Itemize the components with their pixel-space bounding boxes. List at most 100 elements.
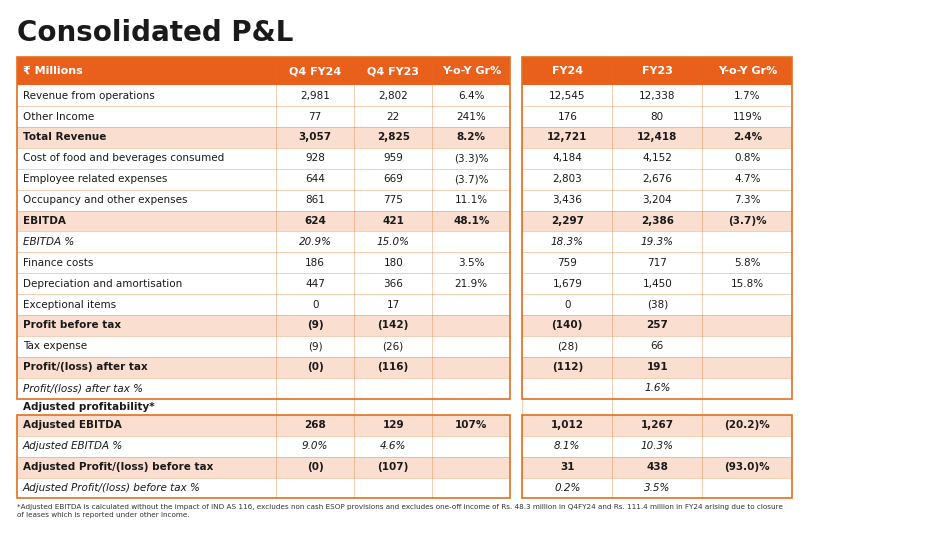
Bar (510, 169, 523, 190)
Text: (28): (28) (557, 342, 578, 351)
Text: 0.2%: 0.2% (554, 483, 581, 493)
Text: 6.4%: 6.4% (458, 91, 485, 100)
Bar (17, 436, 510, 457)
Text: (26): (26) (383, 342, 403, 351)
Text: (9): (9) (307, 320, 324, 331)
Bar (523, 415, 793, 498)
Bar (17, 273, 510, 294)
Text: (116): (116) (378, 362, 409, 372)
Text: 2,386: 2,386 (641, 216, 674, 226)
Bar (17, 478, 510, 498)
Text: 2,825: 2,825 (377, 132, 410, 142)
Text: 66: 66 (651, 342, 664, 351)
Text: 759: 759 (558, 258, 578, 268)
Text: 4,184: 4,184 (552, 153, 582, 163)
Text: Q4 FY23: Q4 FY23 (367, 66, 420, 76)
Text: 669: 669 (384, 174, 403, 184)
Bar (510, 148, 523, 169)
Text: 268: 268 (304, 420, 326, 431)
Text: 366: 366 (384, 279, 403, 289)
Text: 129: 129 (383, 420, 404, 431)
Bar (17, 231, 510, 252)
Bar (17, 415, 510, 436)
Text: 107%: 107% (456, 420, 488, 431)
Bar (17, 106, 510, 127)
Text: 5.8%: 5.8% (734, 258, 760, 268)
Text: 3.5%: 3.5% (458, 258, 485, 268)
Text: Tax expense: Tax expense (23, 342, 87, 351)
Text: 3,204: 3,204 (642, 195, 672, 205)
Text: (93.0)%: (93.0)% (724, 462, 770, 472)
Text: 8.2%: 8.2% (456, 132, 486, 142)
Bar (510, 106, 523, 127)
Text: Profit/(loss) after tax %: Profit/(loss) after tax % (23, 383, 143, 393)
Text: Profit/(loss) after tax: Profit/(loss) after tax (23, 362, 148, 372)
Bar (17, 57, 510, 85)
Text: 1.6%: 1.6% (644, 383, 670, 393)
Bar (17, 57, 510, 399)
Bar (510, 378, 523, 399)
Bar (523, 315, 793, 336)
Text: Adjusted profitability*: Adjusted profitability* (23, 402, 154, 412)
Text: Q4 FY24: Q4 FY24 (289, 66, 341, 76)
Text: 2.4%: 2.4% (733, 132, 762, 142)
Bar (523, 57, 793, 85)
Bar (510, 357, 523, 378)
Text: ₹ Millions: ₹ Millions (23, 66, 82, 76)
Text: 8.1%: 8.1% (554, 441, 581, 451)
Bar (17, 378, 510, 399)
Text: 0: 0 (564, 300, 570, 310)
Text: 191: 191 (647, 362, 669, 372)
Bar (523, 357, 793, 378)
Text: 644: 644 (305, 174, 325, 184)
Text: 1.7%: 1.7% (734, 91, 760, 100)
Text: 4.7%: 4.7% (734, 174, 760, 184)
Text: Occupancy and other expenses: Occupancy and other expenses (23, 195, 188, 205)
Text: 12,418: 12,418 (637, 132, 677, 142)
Bar (17, 127, 510, 148)
Text: FY23: FY23 (642, 66, 672, 76)
Text: 3,057: 3,057 (298, 132, 331, 142)
Bar (510, 294, 523, 315)
Text: EBITDA: EBITDA (23, 216, 65, 226)
Text: 176: 176 (558, 112, 578, 122)
Text: 12,721: 12,721 (547, 132, 587, 142)
Text: 1,012: 1,012 (551, 420, 583, 431)
Bar (523, 231, 793, 252)
Bar (17, 85, 510, 106)
Text: (107): (107) (378, 462, 409, 472)
Bar (510, 85, 523, 106)
Bar (510, 57, 523, 85)
Text: Total Revenue: Total Revenue (23, 132, 106, 142)
Text: 4,152: 4,152 (642, 153, 672, 163)
Text: Consolidated P&L: Consolidated P&L (17, 19, 294, 47)
Text: 257: 257 (647, 320, 669, 331)
Text: 1,679: 1,679 (552, 279, 582, 289)
Text: Profit before tax: Profit before tax (23, 320, 121, 331)
Text: (0): (0) (307, 462, 324, 472)
Bar (510, 231, 523, 252)
Text: 7.3%: 7.3% (734, 195, 760, 205)
Text: 31: 31 (560, 462, 575, 472)
Text: 2,802: 2,802 (379, 91, 408, 100)
Text: (9): (9) (308, 342, 322, 351)
Text: 3.5%: 3.5% (644, 483, 670, 493)
Text: 15.0%: 15.0% (377, 237, 410, 247)
Bar (510, 415, 523, 436)
Bar (523, 127, 793, 148)
Text: 2,297: 2,297 (551, 216, 583, 226)
Bar (17, 357, 510, 378)
Bar (523, 415, 793, 436)
Text: 48.1%: 48.1% (453, 216, 490, 226)
Text: Employee related expenses: Employee related expenses (23, 174, 167, 184)
Text: Y-o-Y Gr%: Y-o-Y Gr% (441, 66, 501, 76)
Bar (523, 106, 793, 127)
Text: 4.6%: 4.6% (380, 441, 406, 451)
Text: 2,676: 2,676 (642, 174, 672, 184)
Text: (140): (140) (551, 320, 583, 331)
Text: 22: 22 (386, 112, 400, 122)
Text: Other Income: Other Income (23, 112, 94, 122)
Text: Exceptional items: Exceptional items (23, 300, 116, 310)
Text: (3.3)%: (3.3)% (454, 153, 489, 163)
Text: (20.2)%: (20.2)% (724, 420, 770, 431)
